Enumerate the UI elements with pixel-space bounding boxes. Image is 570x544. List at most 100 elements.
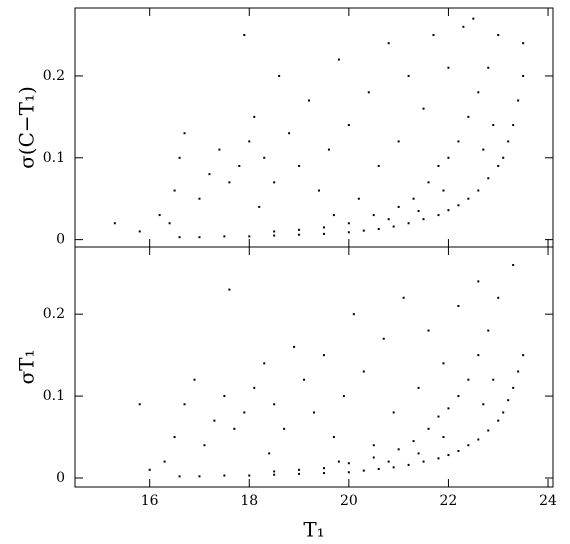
point xyxy=(223,395,226,398)
point xyxy=(183,403,186,406)
point xyxy=(198,475,201,478)
point xyxy=(303,378,306,381)
point xyxy=(322,232,325,235)
point xyxy=(477,438,480,441)
point xyxy=(288,132,291,135)
point xyxy=(407,222,410,225)
point xyxy=(492,124,495,127)
point xyxy=(337,58,340,61)
point xyxy=(248,140,251,143)
point xyxy=(497,164,500,167)
point xyxy=(322,472,325,475)
point xyxy=(173,189,176,192)
point xyxy=(113,222,116,225)
point xyxy=(298,233,301,236)
point xyxy=(487,177,490,180)
point xyxy=(517,370,520,373)
x-tick-label: 22 xyxy=(440,493,458,509)
point xyxy=(467,115,470,118)
point xyxy=(347,231,350,234)
point xyxy=(332,214,335,217)
point xyxy=(248,235,251,238)
point xyxy=(447,66,450,69)
point xyxy=(317,189,320,192)
point xyxy=(273,230,276,233)
point xyxy=(447,209,450,212)
point xyxy=(273,470,276,473)
point xyxy=(447,407,450,410)
point xyxy=(497,419,500,422)
point xyxy=(512,386,515,389)
point xyxy=(397,205,400,208)
point xyxy=(422,218,425,221)
point xyxy=(417,452,420,455)
y-tick-label: 0.1 xyxy=(43,150,65,166)
point xyxy=(148,468,151,471)
point xyxy=(422,460,425,463)
point xyxy=(372,214,375,217)
point xyxy=(223,235,226,238)
point xyxy=(273,403,276,406)
point xyxy=(273,473,276,476)
point xyxy=(482,403,485,406)
point xyxy=(392,411,395,414)
point xyxy=(497,296,500,299)
point xyxy=(158,214,161,217)
point xyxy=(253,386,256,389)
point xyxy=(417,209,420,212)
point xyxy=(322,226,325,229)
point xyxy=(178,156,181,159)
point xyxy=(487,429,490,432)
point xyxy=(283,427,286,430)
point xyxy=(377,164,380,167)
point xyxy=(517,99,520,102)
point xyxy=(362,229,365,232)
point xyxy=(347,124,350,127)
point xyxy=(487,66,490,69)
point xyxy=(427,329,430,332)
point xyxy=(387,460,390,463)
point xyxy=(322,467,325,470)
point xyxy=(213,419,216,422)
point xyxy=(467,197,470,200)
point xyxy=(372,444,375,447)
point xyxy=(477,280,480,283)
point xyxy=(492,378,495,381)
point xyxy=(512,264,515,267)
point xyxy=(278,74,281,77)
point xyxy=(298,472,301,475)
y-tick-label: 0 xyxy=(56,470,65,486)
point xyxy=(467,378,470,381)
point xyxy=(243,34,246,37)
point xyxy=(502,411,505,414)
point xyxy=(477,189,480,192)
x-tick-label: 20 xyxy=(340,493,358,509)
point xyxy=(427,427,430,430)
point xyxy=(178,236,181,239)
point xyxy=(238,164,241,167)
y-tick-label: 0.2 xyxy=(43,306,65,322)
point xyxy=(263,156,266,159)
point xyxy=(447,454,450,457)
point xyxy=(203,444,206,447)
point xyxy=(522,42,525,45)
point xyxy=(173,436,176,439)
point xyxy=(322,354,325,357)
point xyxy=(442,189,445,192)
point xyxy=(442,436,445,439)
point xyxy=(522,354,525,357)
point xyxy=(218,148,221,151)
point xyxy=(422,107,425,110)
point xyxy=(377,227,380,230)
point xyxy=(298,468,301,471)
point xyxy=(437,164,440,167)
point xyxy=(163,460,166,463)
plot-frame xyxy=(74,7,554,248)
point xyxy=(347,222,350,225)
point xyxy=(477,354,480,357)
point xyxy=(392,225,395,228)
y-axis-label: σT₁ xyxy=(15,349,39,384)
point xyxy=(138,230,141,233)
point xyxy=(387,218,390,221)
